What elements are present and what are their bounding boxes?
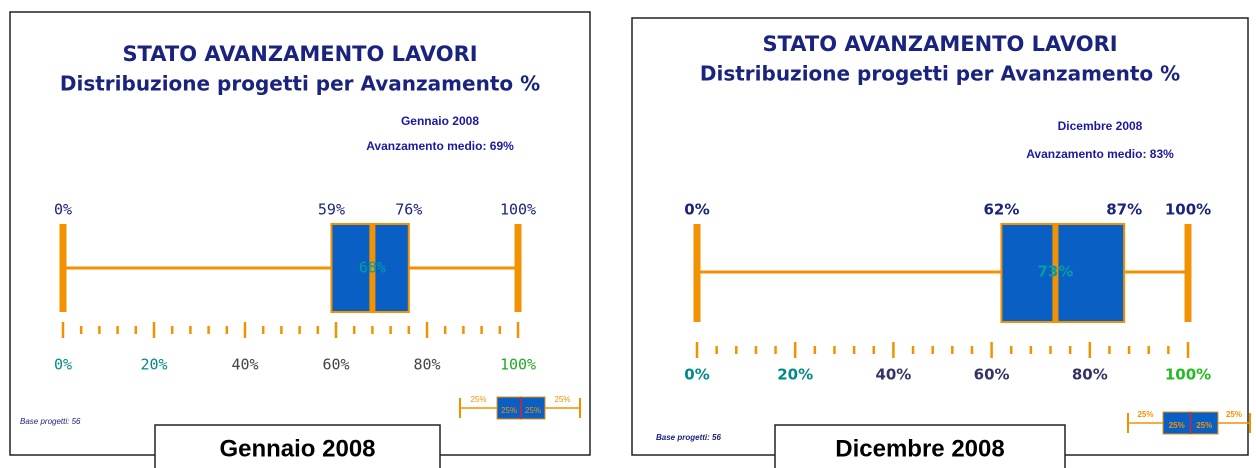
value-label: 87% [1106, 201, 1142, 219]
legend-label: 25% [554, 395, 570, 404]
legend-label: 25% [1169, 421, 1185, 430]
x-tick-label: 60% [322, 356, 349, 374]
x-tick-label: 100% [1165, 366, 1211, 384]
x-tick-label: 0% [54, 356, 72, 374]
base-label: Base progetti: 56 [656, 433, 721, 442]
value-label: 76% [395, 201, 422, 219]
date-label: Gennaio 2008 [401, 114, 479, 128]
panel [631, 17, 1249, 456]
caption-box [774, 424, 1066, 468]
value-label: 62% [983, 201, 1019, 219]
average-label: Avanzamento medio: 83% [1026, 147, 1174, 161]
chart-subtitle: Distribuzione progetti per Avanzamento % [60, 72, 540, 96]
x-tick-label: 20% [140, 356, 167, 374]
base-label: Base progetti: 56 [20, 417, 81, 426]
date-label: Dicembre 2008 [1058, 119, 1143, 133]
box [1000, 223, 1126, 323]
x-tick-label: 20% [777, 366, 813, 384]
x-tick-label: 40% [875, 366, 911, 384]
value-label: 100% [1165, 201, 1211, 219]
median-label: 73% [1037, 263, 1073, 281]
x-tick-label: 80% [1072, 366, 1108, 384]
legend-label: 25% [1226, 410, 1242, 419]
value-label: 100% [500, 201, 536, 219]
x-tick-label: 80% [413, 356, 440, 374]
value-label: 0% [54, 201, 72, 219]
panel [9, 11, 591, 456]
chart-title: STATO AVANZAMENTO LAVORI [122, 42, 477, 66]
value-label: 0% [684, 201, 709, 219]
legend-label: 25% [1196, 421, 1212, 430]
caption: Dicembre 2008 [835, 435, 1004, 462]
x-tick-label: 60% [974, 366, 1010, 384]
x-tick-label: 0% [684, 366, 709, 384]
legend-label: 25% [470, 395, 486, 404]
value-label: 59% [318, 201, 345, 219]
legend-label: 25% [501, 406, 517, 415]
x-tick-label: 40% [231, 356, 258, 374]
x-tick-label: 100% [500, 356, 536, 374]
legend-label: 25% [1137, 410, 1153, 419]
legend-label: 25% [525, 406, 541, 415]
chart-title: STATO AVANZAMENTO LAVORI [762, 32, 1117, 56]
caption: Gennaio 2008 [219, 435, 375, 462]
average-label: Avanzamento medio: 69% [366, 139, 514, 153]
caption-box [154, 424, 441, 468]
chart-subtitle: Distribuzione progetti per Avanzamento % [700, 62, 1180, 86]
median-label: 68% [359, 259, 386, 277]
